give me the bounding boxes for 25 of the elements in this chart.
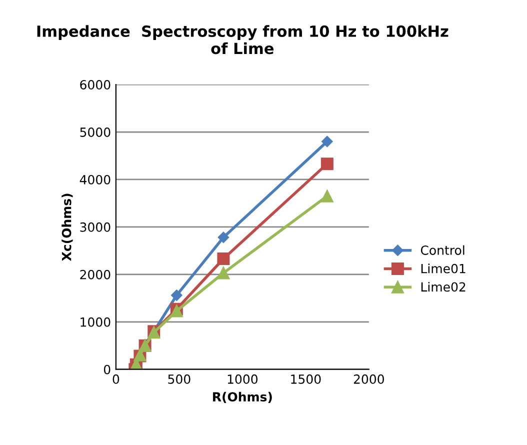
legend-label: Control bbox=[420, 245, 464, 255]
y-tick-label: 5000 bbox=[80, 127, 110, 137]
point bbox=[320, 158, 334, 170]
point bbox=[218, 232, 230, 243]
point bbox=[217, 266, 230, 280]
x-tick-label: 1500 bbox=[291, 374, 321, 384]
x-axis-title: R(Ohms) bbox=[213, 392, 272, 404]
chart-title: Impedance Spectroscopy from 10 Hz to 100kHz of Lime bbox=[37, 25, 448, 54]
y-tick-label: 4000 bbox=[80, 174, 110, 184]
x-tick-label: 500 bbox=[168, 374, 190, 384]
x-tick-label: 1000 bbox=[228, 374, 258, 384]
y-axis-title: Xc(Ohms) bbox=[62, 194, 73, 261]
y-tick-label: 1000 bbox=[80, 317, 110, 327]
y-tick-label: 0 bbox=[104, 364, 110, 374]
x-tick-label: 2000 bbox=[354, 374, 384, 384]
x-tick-label: 0 bbox=[112, 374, 120, 384]
point bbox=[320, 190, 334, 202]
point bbox=[171, 290, 182, 301]
legend-label: Lime02 bbox=[421, 282, 466, 292]
y-tick-label: 3000 bbox=[80, 222, 110, 232]
legend-label: Lime01 bbox=[421, 264, 466, 274]
point bbox=[217, 252, 230, 266]
y-tick-label: 2000 bbox=[80, 270, 110, 280]
point bbox=[322, 136, 333, 148]
y-tick-label: 6000 bbox=[80, 80, 110, 90]
